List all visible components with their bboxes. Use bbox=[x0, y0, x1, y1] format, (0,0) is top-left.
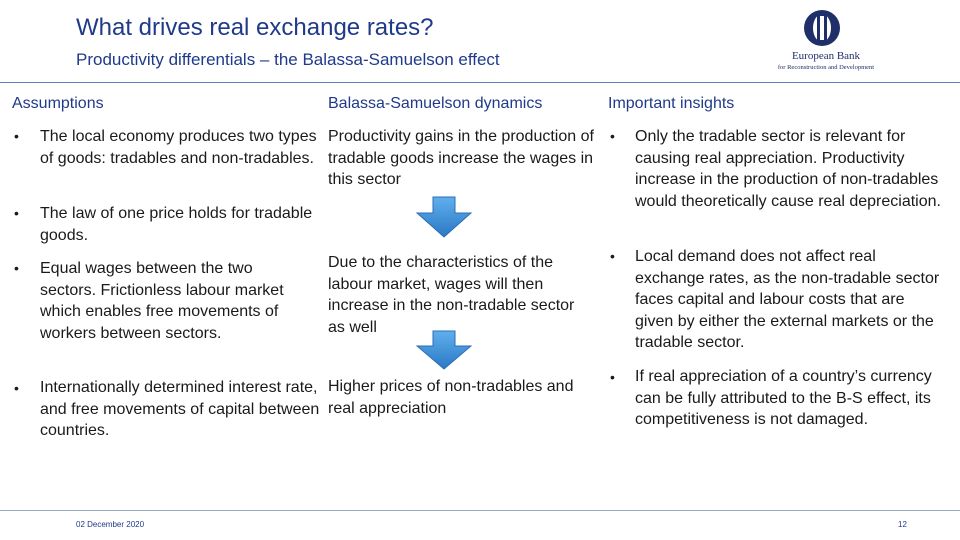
page-subtitle: Productivity differentials – the Balassa… bbox=[76, 50, 500, 69]
bullet-marker: • bbox=[610, 248, 615, 264]
dynamics-step: Higher prices of non-tradables and real … bbox=[328, 378, 574, 417]
bullet-marker: • bbox=[610, 128, 615, 144]
ebrd-emblem-icon bbox=[804, 10, 840, 46]
logo-tagline: for Reconstruction and Development bbox=[777, 64, 875, 71]
bullet-marker: • bbox=[14, 380, 19, 396]
insights-heading: Important insights bbox=[608, 95, 735, 112]
down-arrow-icon bbox=[416, 196, 472, 238]
insight-item: Only the tradable sector is relevant for… bbox=[635, 128, 941, 210]
page-number: 12 bbox=[898, 520, 907, 529]
dynamics-step: Productivity gains in the production of … bbox=[328, 128, 594, 189]
assumption-item: Internationally determined interest rate… bbox=[40, 379, 320, 440]
dynamics-step: Due to the characteristics of the labour… bbox=[328, 254, 575, 336]
bullet-marker: • bbox=[14, 128, 19, 144]
bullet-marker: • bbox=[610, 369, 615, 385]
dynamics-heading: Balassa-Samuelson dynamics bbox=[328, 95, 543, 112]
assumptions-heading: Assumptions bbox=[12, 95, 104, 112]
header-divider bbox=[0, 82, 960, 83]
footer-divider bbox=[0, 510, 960, 511]
assumption-item: The law of one price holds for tradable … bbox=[40, 205, 313, 244]
insight-item: Local demand does not affect real exchan… bbox=[635, 248, 940, 352]
insight-item: If real appreciation of a country’s curr… bbox=[635, 368, 932, 429]
bullet-marker: • bbox=[14, 205, 19, 221]
down-arrow-icon bbox=[416, 330, 472, 370]
assumption-item: The local economy produces two types of … bbox=[40, 128, 317, 167]
logo-wordmark: European Bank bbox=[791, 50, 861, 62]
footer-date: 02 December 2020 bbox=[76, 520, 145, 529]
page-title: What drives real exchange rates? bbox=[76, 14, 434, 41]
bullet-marker: • bbox=[14, 260, 19, 276]
ebrd-logo: European Bank for Reconstruction and Dev… bbox=[756, 8, 896, 78]
assumption-item: Equal wages between the two sectors. Fri… bbox=[40, 260, 284, 342]
